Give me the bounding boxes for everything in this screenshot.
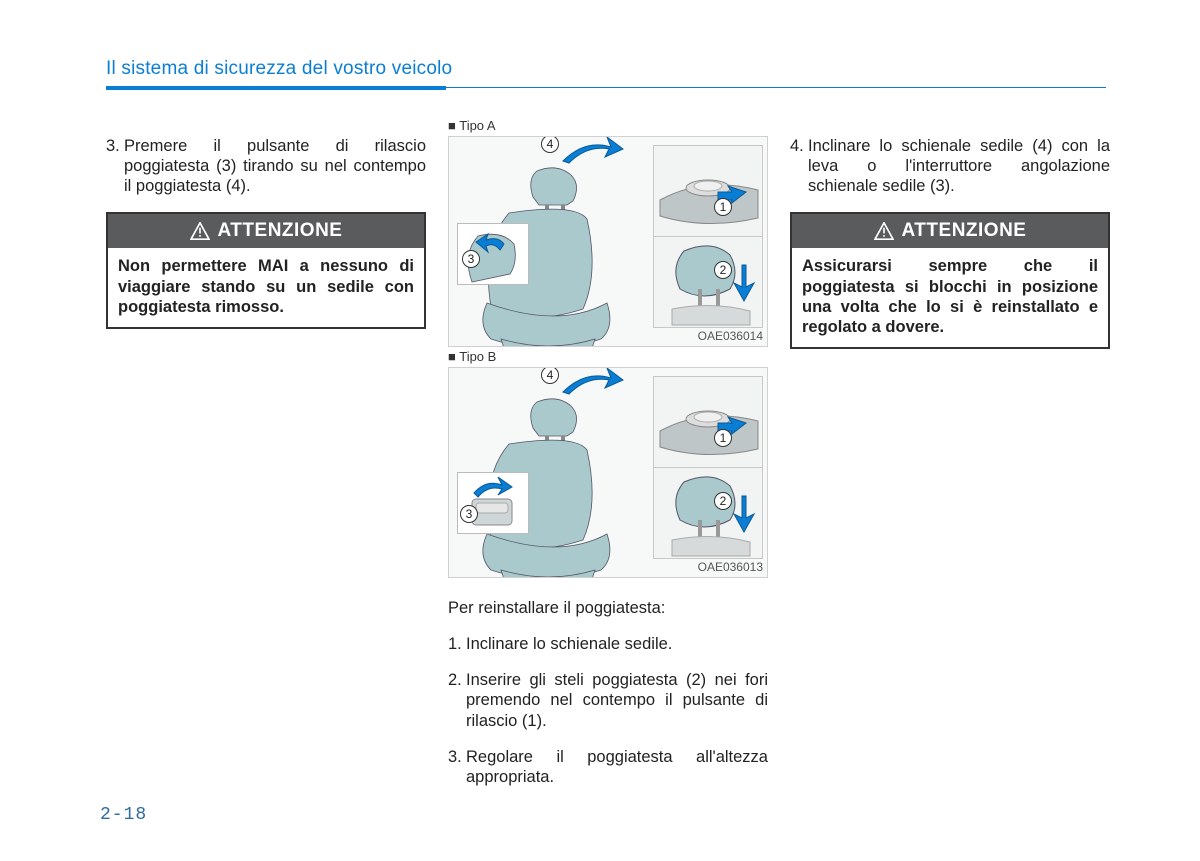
callout-1: 1 — [714, 429, 732, 447]
callout-1: 1 — [714, 198, 732, 216]
recline-arrow-icon — [555, 368, 625, 402]
page-number: 2-18 — [100, 805, 147, 825]
list-number: 3. — [106, 136, 124, 196]
instruction-item-4: 4. Inclinare lo schienale sedile (4) con… — [790, 136, 1110, 196]
sub-panel-1b: 1 — [653, 376, 763, 468]
list-number: 3. — [448, 747, 466, 787]
figure-b-wrap: ■ Tipo B — [448, 367, 768, 578]
warning-header: ATTENZIONE — [792, 214, 1108, 248]
section-rule — [106, 86, 446, 90]
warning-box-right: ATTENZIONE Assicurarsi sempre che il pog… — [790, 212, 1110, 349]
list-number: 1. — [448, 634, 466, 654]
reinstall-title: Per reinstallare il poggiatesta: — [448, 598, 768, 618]
inset-callout-3b: 3 — [457, 472, 529, 534]
recline-arrow-icon — [555, 137, 625, 171]
callout-3: 3 — [462, 250, 480, 268]
warning-body-text: Non permettere MAI a nessuno di viaggiar… — [108, 248, 424, 326]
content-columns: 3. Premere il pulsante di rilascio poggi… — [106, 136, 1110, 803]
warning-triangle-icon — [874, 222, 894, 240]
callout-2: 2 — [714, 492, 732, 510]
figure-a: 4 3 — [448, 136, 768, 347]
callout-3: 3 — [460, 505, 478, 523]
inset-callout-3: 3 — [457, 223, 529, 285]
warning-box-left: ATTENZIONE Non permettere MAI a nessuno … — [106, 212, 426, 328]
warning-body-text: Assicurarsi sempre che il poggiatesta si… — [792, 248, 1108, 347]
list-text: Regolare il poggiatesta all'altezza appr… — [466, 747, 768, 787]
warning-label: ATTENZIONE — [218, 220, 343, 242]
list-number: 4. — [790, 136, 808, 196]
list-text: Inclinare lo schienale sedile (4) con la… — [808, 136, 1110, 196]
reinstall-step-2: 2. Inserire gli steli poggiatesta (2) ne… — [448, 670, 768, 730]
manual-page: Il sistema di sicurezza del vostro veico… — [0, 0, 1200, 861]
warning-header: ATTENZIONE — [108, 214, 424, 248]
list-text: Inclinare lo schienale sedile. — [466, 634, 768, 654]
warning-triangle-icon — [190, 222, 210, 240]
left-column: 3. Premere il pulsante di rilascio poggi… — [106, 136, 426, 803]
list-number: 2. — [448, 670, 466, 730]
right-column: 4. Inclinare lo schienale sedile (4) con… — [790, 136, 1110, 803]
sub-panel-1: 1 — [653, 145, 763, 237]
figure-code-a: OAE036014 — [698, 329, 763, 343]
figure-label-b: ■ Tipo B — [448, 349, 496, 364]
sub-panel-2b: 2 — [653, 467, 763, 559]
section-title: Il sistema di sicurezza del vostro veico… — [106, 58, 1110, 80]
figure-b: 4 3 — [448, 367, 768, 578]
warning-label: ATTENZIONE — [902, 220, 1027, 242]
reinstall-step-1: 1. Inclinare lo schienale sedile. — [448, 634, 768, 654]
middle-column: ■ Tipo A — [448, 136, 768, 803]
instruction-item-3: 3. Premere il pulsante di rilascio poggi… — [106, 136, 426, 196]
list-text: Premere il pulsante di rilascio poggiate… — [124, 136, 426, 196]
figure-a-wrap: ■ Tipo A — [448, 136, 768, 347]
sub-panel-2: 2 — [653, 236, 763, 328]
list-text: Inserire gli steli poggiatesta (2) nei f… — [466, 670, 768, 730]
reinstall-step-3: 3. Regolare il poggiatesta all'altezza a… — [448, 747, 768, 787]
callout-2: 2 — [714, 261, 732, 279]
figure-code-b: OAE036013 — [698, 560, 763, 574]
figure-label-a: ■ Tipo A — [448, 118, 496, 133]
